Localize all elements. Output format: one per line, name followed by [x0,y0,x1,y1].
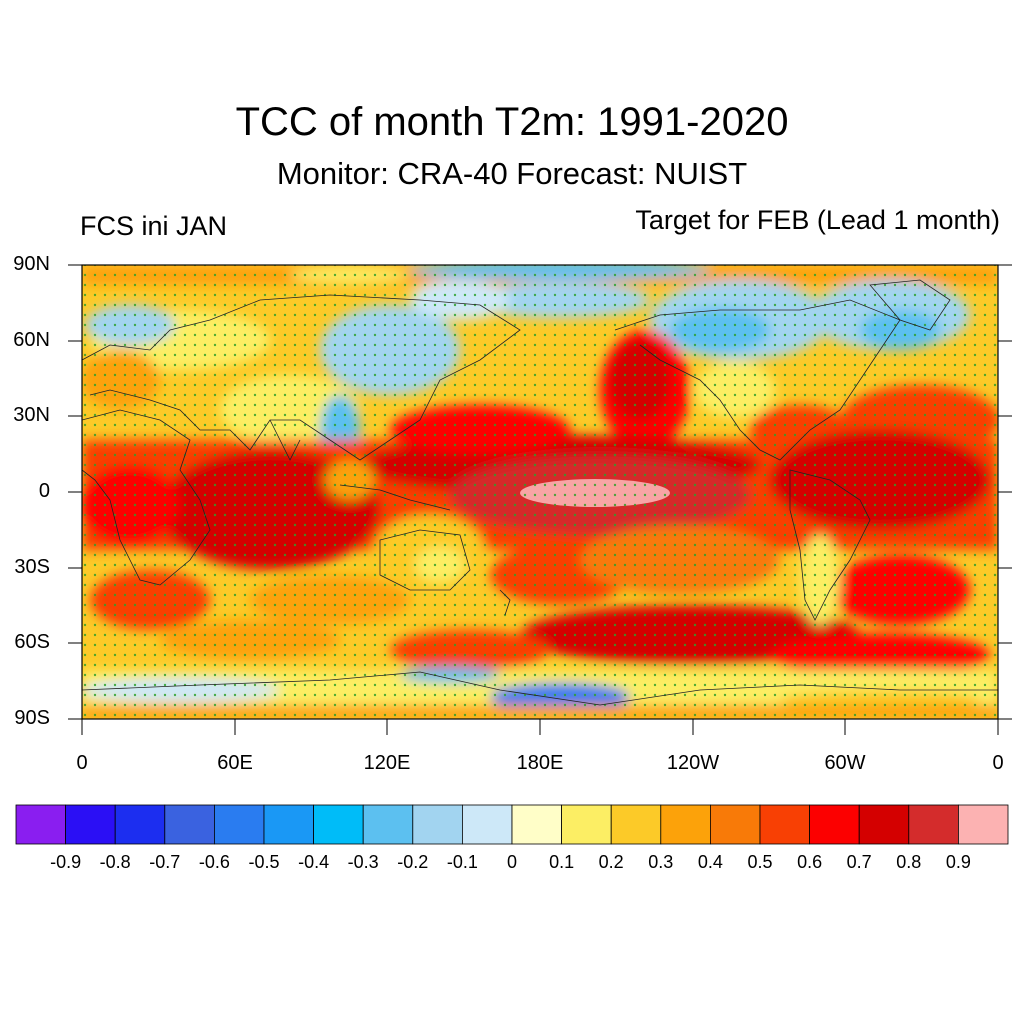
lat-tick-label: 0 [38,480,50,502]
colorbar-label: 0.4 [697,852,723,872]
lon-ticks [81,719,999,735]
colorbar-label: -0.2 [397,852,429,872]
colorbar-swatch [412,804,463,845]
correlation-field [82,265,998,719]
colorbar-swatch [263,804,314,845]
colorbar-label: 0 [506,852,517,872]
coastlines [82,279,998,706]
colorbar-swatch [313,804,364,845]
lon-tick-label: 120E [363,752,411,774]
chart-title: TCC of month T2m: 1991-2020 [235,100,789,144]
lat-tick-label: 30S [14,556,50,578]
colorbar-label: 0.7 [846,852,872,872]
colorbar-swatch [759,804,810,845]
lon-tick-label: 60E [217,752,253,774]
lat-tick-label: 90N [13,253,50,275]
colorbar-label: -0.3 [347,852,379,872]
colorbar-swatch [561,804,612,845]
colorbar-label: 0.3 [648,852,674,872]
colorbar-swatch [213,804,265,845]
colorbar-label: 0.2 [598,852,624,872]
colorbar-swatch [858,804,910,845]
chart-subtitle: Monitor: CRA-40 Forecast: NUIST [276,156,748,191]
colorbar-label: 0.1 [549,852,575,872]
colorbar-label: -0.4 [298,852,330,872]
colorbar-label: 0.6 [797,852,823,872]
colorbar-label: 0.5 [747,852,773,872]
colorbar-label: 0.9 [945,852,971,872]
lat-tick-label: 90S [14,707,50,729]
colorbar-label: -0.6 [198,852,230,872]
init-label: FCS ini JAN [80,211,228,241]
lat-ticks [68,264,1012,720]
lon-tick-label: 120W [666,752,720,774]
lat-tick-label: 60S [14,631,50,653]
colorbar-swatch [958,804,1009,845]
lon-tick-label: 0 [76,752,88,774]
colorbar-label: -0.7 [149,852,181,872]
lon-tick-label: 0 [992,752,1004,774]
colorbar-swatch [65,804,116,845]
colorbar-swatch [362,804,414,845]
colorbar-swatch [908,804,959,845]
colorbar-swatch [114,804,166,845]
colorbar-swatch [660,804,711,845]
colorbar-label: -0.9 [50,852,82,872]
colorbar-swatch [461,804,513,845]
colorbar-swatch [809,804,860,845]
colorbar-label: -0.1 [446,852,478,872]
target-label: Target for FEB (Lead 1 month) [635,205,1000,235]
colorbar [15,804,1009,845]
colorbar-label: -0.5 [248,852,280,872]
lat-tick-label: 60N [13,329,50,351]
colorbar-swatch [15,804,66,845]
colorbar-swatch [164,804,215,845]
colorbar-swatch [511,804,562,845]
colorbar-swatch [710,804,761,845]
lon-tick-label: 180E [516,752,564,774]
colorbar-label: 0.8 [896,852,922,872]
lat-tick-label: 30N [13,404,50,426]
lon-tick-label: 60W [824,752,866,774]
colorbar-swatch [610,804,662,845]
colorbar-label: -0.8 [99,852,131,872]
